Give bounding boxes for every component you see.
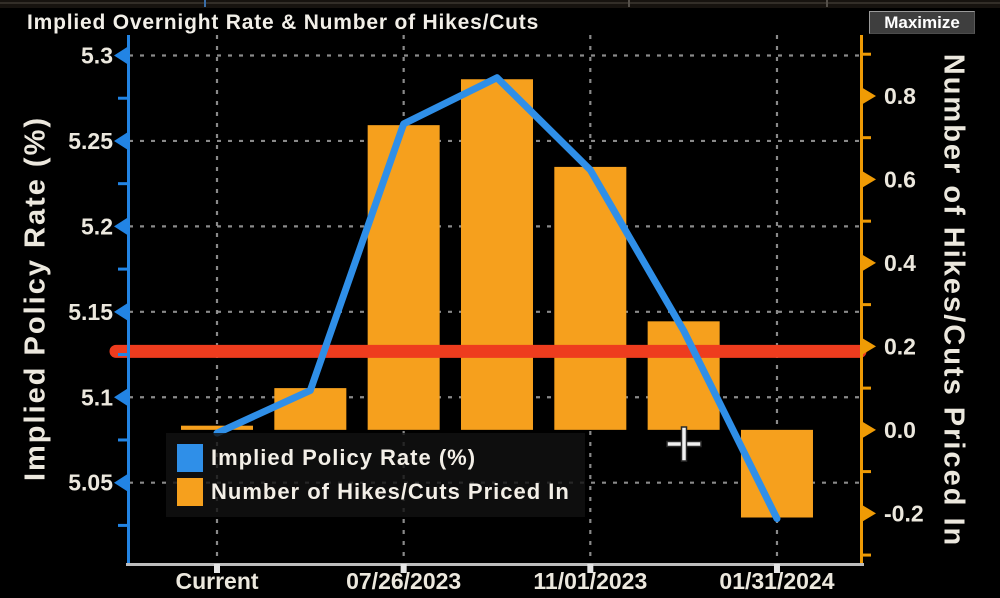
svg-text:5.05: 5.05 xyxy=(68,470,113,496)
svg-text:5.15: 5.15 xyxy=(68,299,113,325)
legend-item-hikes-cuts[interactable]: Number of Hikes/Cuts Priced In xyxy=(177,477,585,507)
scrubber-tick xyxy=(826,0,828,7)
legend: Implied Policy Rate (%) Number of Hikes/… xyxy=(166,433,585,517)
svg-text:0.0: 0.0 xyxy=(884,417,916,443)
bar-0 xyxy=(181,425,253,430)
left-axis[interactable]: 5.3 5.25 5.2 5.15 5.1 5.05 xyxy=(68,35,130,565)
crosshair-cursor xyxy=(666,426,702,462)
svg-text:5.3: 5.3 xyxy=(81,43,113,69)
chart-title: Implied Overnight Rate & Number of Hikes… xyxy=(27,11,540,34)
bar-2 xyxy=(367,125,440,430)
svg-text:Current: Current xyxy=(175,568,258,594)
svg-text:0.4: 0.4 xyxy=(884,250,916,276)
video-scrubber-strip xyxy=(0,0,1000,8)
line-series xyxy=(213,74,781,523)
legend-swatch-orange xyxy=(177,478,203,506)
bar-series xyxy=(181,79,813,518)
scrubber-tick xyxy=(628,0,630,7)
legend-label: Number of Hikes/Cuts Priced In xyxy=(211,479,570,504)
svg-text:5.2: 5.2 xyxy=(81,213,113,239)
maximize-button[interactable]: Maximize xyxy=(869,11,975,34)
scrubber-tick xyxy=(204,0,206,7)
bar-4 xyxy=(554,166,627,430)
svg-text:-0.2: -0.2 xyxy=(884,500,924,526)
svg-text:0.8: 0.8 xyxy=(884,83,916,109)
legend-label: Implied Policy Rate (%) xyxy=(211,445,477,470)
svg-text:0.6: 0.6 xyxy=(884,166,916,192)
svg-text:5.25: 5.25 xyxy=(68,128,113,154)
x-axis[interactable]: Current 07/26/2023 11/01/2023 01/31/2024 xyxy=(126,563,864,594)
right-axis-title: Number of Hikes/Cuts Priced In xyxy=(937,53,970,548)
left-axis-title: Implied Policy Rate (%) xyxy=(19,115,52,482)
scrubber-rail xyxy=(0,2,1000,4)
svg-text:11/01/2023: 11/01/2023 xyxy=(533,568,647,594)
svg-text:0.2: 0.2 xyxy=(884,333,916,359)
right-axis[interactable]: 0.8 0.6 0.4 0.2 0.0 -0.2 xyxy=(860,35,924,565)
bar-1 xyxy=(274,388,347,430)
svg-text:07/26/2023: 07/26/2023 xyxy=(346,568,461,594)
legend-item-implied-policy-rate[interactable]: Implied Policy Rate (%) xyxy=(177,443,585,473)
svg-text:01/31/2024: 01/31/2024 xyxy=(719,568,834,594)
legend-swatch-blue xyxy=(177,444,203,472)
svg-text:5.1: 5.1 xyxy=(81,384,113,410)
chart-title-bar: Implied Overnight Rate & Number of Hikes… xyxy=(0,8,1000,38)
line-series-group xyxy=(213,74,781,523)
bar-3 xyxy=(460,79,533,430)
